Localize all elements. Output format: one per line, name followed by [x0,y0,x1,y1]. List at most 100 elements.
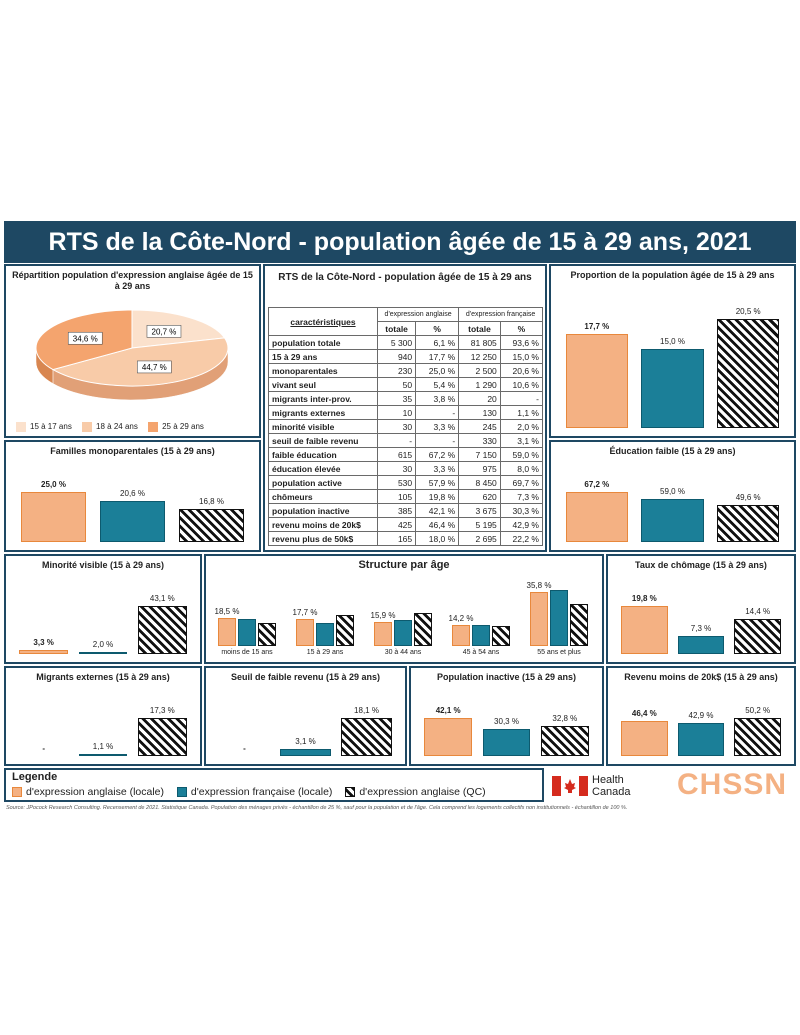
chart-title: Revenu moins de 20k$ (15 à 29 ans) [624,672,778,682]
table-cell: 69,7 % [499,475,544,490]
table-cell: 130 [458,405,501,420]
health-canada-logo: Health Canada [552,772,642,800]
health-canada-line1: Health [592,774,624,786]
table-row-label: minorité visible [268,419,378,434]
table-cell: 385 [376,503,417,518]
pie-legend-item-2: 18 à 24 ans [82,422,138,432]
table-row: faible éducation 615 67,2 % 7 150 59,0 % [268,447,544,462]
table-cell: 5,4 % [415,377,460,392]
pie-label-box [67,331,103,345]
bar-data-label: 1,1 % [92,741,114,751]
table-row-label: revenu moins de 20k$ [268,517,378,532]
table-cell: 42,9 % [499,517,544,532]
bar [530,591,548,646]
table-cell: 50 [376,377,417,392]
bar [414,612,432,646]
bar [341,717,392,756]
table-cell: 620 [458,489,501,504]
table-row: migrants externes 10-130 1,1 % [268,405,544,420]
table-cell: 93,6 % [499,335,544,350]
bar [734,717,781,756]
table-row-label: migrants externes [268,405,378,420]
bar-data-label: 59,0 % [660,486,685,496]
table-row-label: seuil de faible revenu [268,433,378,448]
bar [717,505,780,542]
bar-data-label: 3,1 % [295,737,316,747]
bar-data-label: 17,7 % [584,322,610,332]
bar [258,623,276,646]
table-row-label: migrants inter-prov. [268,391,378,406]
bar [452,624,470,646]
table-row-label: population inactive [268,503,378,518]
table-cell: 10,6 % [499,377,544,392]
table-cell: 30,3 % [499,503,544,518]
bar [179,508,244,542]
bar-data-label: 20,5 % [735,307,761,317]
legend-item-francaise-locale: d'expression française (locale) [176,786,332,798]
bar-data-label: 17,7 % [292,608,318,618]
table-cell: 940 [376,349,417,364]
bar [296,619,314,646]
bar-data-label: 20,6 % [120,489,145,499]
bar [641,348,704,428]
table-row: revenu plus de 50k$ 165 18,0 % 2 695 22,2 % [268,531,544,546]
table-row-label: population active [268,475,378,490]
table-row: migrants inter-prov. 35 3,8 % 20- [268,391,544,406]
table-cell: 25,0 % [415,363,460,378]
table-cell: 15,0 % [499,349,544,364]
bar-data-label: 3,3 % [33,638,54,648]
bar [734,619,781,654]
table-cell: 67,2 % [415,447,460,462]
table-cell: 615 [376,447,417,462]
bar-data-label: 14,4 % [745,607,771,617]
legend-title: Legende [12,771,58,783]
chart-title: Minorité visible (15 à 29 ans) [41,560,165,570]
table-row-label: 15 à 29 ans [268,349,378,364]
table-cell: 425 [376,517,417,532]
table-cell: 8 450 [458,475,501,490]
table-cell: 105 [376,489,417,504]
chart-panel-migrants: Migrants externes (15 à 29 ans) - 1,1 % 17… [4,666,202,766]
table-cell: 19,8 % [415,489,460,504]
bar-data-label: 25,0 % [41,480,66,490]
table-cell: 330 [458,433,501,448]
chart-panel-education: Éducation faible (15 à 29 ans) 67,2 % 59,… [549,440,796,552]
table-cell: 22,2 % [499,531,544,546]
bar-data-label: 30,3 % [494,716,519,726]
x-tick-label: moins de 15 ans [221,649,273,656]
table-row: population totale 5 300 6,1 % 81 805 93,6 % [268,335,544,350]
bar-data-label: 14,2 % [448,613,474,623]
x-tick-label: 45 à 54 ans [462,649,500,656]
table-cell: 20 [458,391,501,406]
table-cell: - [499,391,544,406]
bar [677,723,725,756]
table-row-label: population totale [268,335,378,350]
table-cell: 30 [376,419,417,434]
bar [472,624,490,646]
bar [280,749,331,756]
pie-data-label: 44,7 % [142,363,167,372]
table-cell: - [415,433,460,448]
table-cell: 2 500 [458,363,501,378]
table-row: vivant seul 50 5,4 % 1 290 10,6 % [268,377,544,392]
bar [621,606,668,654]
page-title: RTS de la Côte-Nord - population âgée de… [48,228,752,256]
legend-items: d'expression anglaise (locale) d'express… [12,786,486,798]
table-cell: 3,3 % [415,419,460,434]
chssn-logo: CHSSN [676,768,787,801]
bar [677,636,725,654]
table-sub-header: % [499,321,544,336]
table-cell: - [376,433,417,448]
source-note: Source: JPocock Research Consulting. Rec… [6,805,628,811]
table-row: population inactive 385 42,1 % 3 675 30,3 % [268,503,544,518]
table-cell: 1 290 [458,377,501,392]
table-cell: 59,0 % [499,447,544,462]
pie-label-box [146,325,182,338]
table-row-label: vivant seul [268,377,378,392]
table-cell: 6,1 % [415,335,460,350]
table-sub-header: % [415,321,460,336]
bar-data-label: - [243,744,246,753]
legend-item-anglaise-locale: d'expression anglaise (locale) [12,786,164,798]
bar [138,717,187,756]
bar [394,620,412,646]
